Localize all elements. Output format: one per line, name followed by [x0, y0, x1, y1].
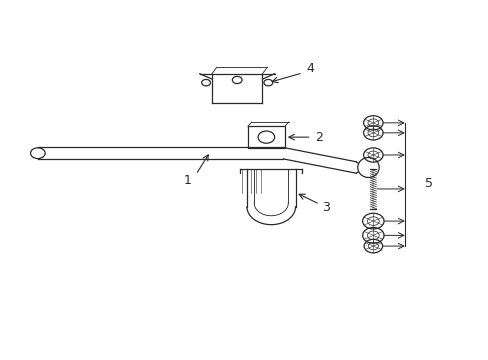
Text: 2: 2	[315, 131, 323, 144]
Text: 5: 5	[425, 177, 432, 190]
Text: 3: 3	[322, 201, 329, 214]
Text: 1: 1	[183, 174, 191, 186]
Text: 4: 4	[305, 62, 313, 75]
